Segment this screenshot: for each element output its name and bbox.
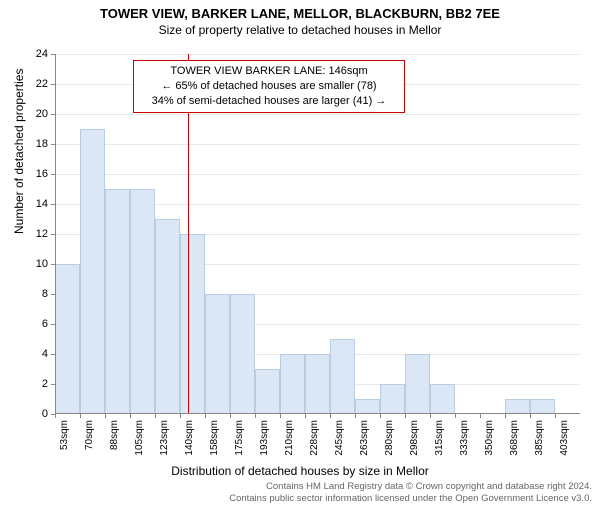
xtick-mark	[255, 414, 256, 418]
ytick-label: 4	[28, 348, 48, 360]
xtick-mark	[330, 414, 331, 418]
xtick-mark	[130, 414, 131, 418]
xtick-mark	[505, 414, 506, 418]
xtick-mark	[280, 414, 281, 418]
xtick-mark	[105, 414, 106, 418]
gridline	[55, 174, 580, 175]
xtick-label: 88sqm	[109, 420, 120, 450]
y-axis-label: Number of detached properties	[12, 69, 26, 234]
xtick-mark	[555, 414, 556, 418]
y-axis-line	[55, 54, 56, 414]
chart-container: TOWER VIEW, BARKER LANE, MELLOR, BLACKBU…	[0, 6, 600, 506]
ytick-label: 24	[28, 48, 48, 60]
xtick-mark	[380, 414, 381, 418]
xtick-mark	[55, 414, 56, 418]
xtick-label: 350sqm	[484, 420, 495, 456]
xtick-label: 140sqm	[184, 420, 195, 456]
xtick-mark	[405, 414, 406, 418]
xtick-label: 70sqm	[84, 420, 95, 450]
ytick-label: 14	[28, 198, 48, 210]
xtick-label: 193sqm	[259, 420, 270, 456]
gridline	[55, 144, 580, 145]
xtick-label: 53sqm	[59, 420, 70, 450]
xtick-mark	[80, 414, 81, 418]
histogram-bar	[280, 354, 305, 414]
gridline	[55, 114, 580, 115]
histogram-bar	[505, 399, 530, 414]
xtick-mark	[355, 414, 356, 418]
xtick-mark	[205, 414, 206, 418]
xtick-mark	[480, 414, 481, 418]
xtick-label: 263sqm	[359, 420, 370, 456]
xtick-label: 210sqm	[284, 420, 295, 456]
gridline	[55, 54, 580, 55]
xtick-mark	[230, 414, 231, 418]
xtick-label: 298sqm	[409, 420, 420, 456]
xtick-label: 228sqm	[309, 420, 320, 456]
ytick-label: 10	[28, 258, 48, 270]
xtick-label: 385sqm	[534, 420, 545, 456]
footer-line1: Contains HM Land Registry data © Crown c…	[229, 481, 592, 492]
xtick-label: 123sqm	[159, 420, 170, 456]
footer-line2: Contains public sector information licen…	[229, 493, 592, 504]
xtick-label: 403sqm	[559, 420, 570, 456]
histogram-bar	[80, 129, 105, 414]
xtick-label: 245sqm	[334, 420, 345, 456]
xtick-mark	[155, 414, 156, 418]
xtick-label: 158sqm	[209, 420, 220, 456]
annotation-line3: 34% of semi-detached houses are larger (…	[140, 94, 398, 109]
histogram-bar	[405, 354, 430, 414]
annotation-box: TOWER VIEW BARKER LANE: 146sqm ← 65% of …	[133, 60, 405, 113]
histogram-bar	[130, 189, 155, 414]
xtick-label: 105sqm	[134, 420, 145, 456]
ytick-label: 0	[28, 408, 48, 420]
histogram-bar	[55, 264, 80, 414]
histogram-bar	[155, 219, 180, 414]
ytick-label: 6	[28, 318, 48, 330]
histogram-bar	[230, 294, 255, 414]
ytick-label: 20	[28, 108, 48, 120]
xtick-label: 280sqm	[384, 420, 395, 456]
annotation-line2: ← 65% of detached houses are smaller (78…	[140, 79, 398, 94]
histogram-bar	[380, 384, 405, 414]
histogram-bar	[330, 339, 355, 414]
ytick-label: 12	[28, 228, 48, 240]
xtick-label: 175sqm	[234, 420, 245, 456]
xtick-label: 368sqm	[509, 420, 520, 456]
histogram-bar	[105, 189, 130, 414]
xtick-label: 333sqm	[459, 420, 470, 456]
histogram-bar	[205, 294, 230, 414]
ytick-label: 18	[28, 138, 48, 150]
xtick-mark	[530, 414, 531, 418]
chart-title: TOWER VIEW, BARKER LANE, MELLOR, BLACKBU…	[0, 6, 600, 21]
xtick-label: 315sqm	[434, 420, 445, 456]
plot-area: 02468101214161820222453sqm70sqm88sqm105s…	[55, 54, 580, 414]
x-axis-line	[55, 413, 580, 414]
xtick-mark	[455, 414, 456, 418]
ytick-label: 22	[28, 78, 48, 90]
xtick-mark	[430, 414, 431, 418]
ytick-label: 8	[28, 288, 48, 300]
histogram-bar	[355, 399, 380, 414]
ytick-label: 16	[28, 168, 48, 180]
ytick-label: 2	[28, 378, 48, 390]
xtick-mark	[305, 414, 306, 418]
chart-subtitle: Size of property relative to detached ho…	[0, 23, 600, 37]
histogram-bar	[255, 369, 280, 414]
histogram-bar	[530, 399, 555, 414]
histogram-bar	[430, 384, 455, 414]
annotation-line1: TOWER VIEW BARKER LANE: 146sqm	[140, 64, 398, 79]
histogram-bar	[180, 234, 205, 414]
histogram-bar	[305, 354, 330, 414]
x-axis-label: Distribution of detached houses by size …	[0, 464, 600, 478]
xtick-mark	[180, 414, 181, 418]
footer-attribution: Contains HM Land Registry data © Crown c…	[229, 481, 592, 504]
